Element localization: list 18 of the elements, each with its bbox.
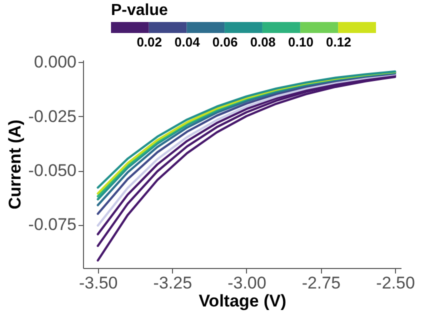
x-tick-label: -2.75 (302, 274, 341, 292)
color-bar-label: 0.10 (288, 34, 314, 50)
color-bar-label: 0.12 (326, 34, 352, 50)
color-bar-label: 0.06 (212, 34, 238, 50)
x-axis-title: Voltage (V) (198, 292, 286, 310)
y-tick-label: -0.025 (28, 106, 76, 126)
y-tick-label: -0.050 (28, 161, 76, 180)
color-bar-title: P-value (111, 2, 168, 19)
y-axis-title: Current (A) (5, 120, 24, 210)
color-bar-label: 0.02 (136, 34, 162, 50)
x-tick-label: -3.25 (153, 274, 192, 292)
color-bar-label: 0.08 (250, 34, 276, 50)
color-bar-label: 0.04 (174, 34, 201, 50)
y-tick-label: 0.000 (34, 52, 76, 72)
x-tick-label: -3.50 (78, 274, 118, 292)
x-tick-label: -3.00 (228, 274, 266, 292)
x-tick-label: -2.50 (376, 274, 415, 292)
y-tick-label: -0.075 (28, 215, 76, 234)
